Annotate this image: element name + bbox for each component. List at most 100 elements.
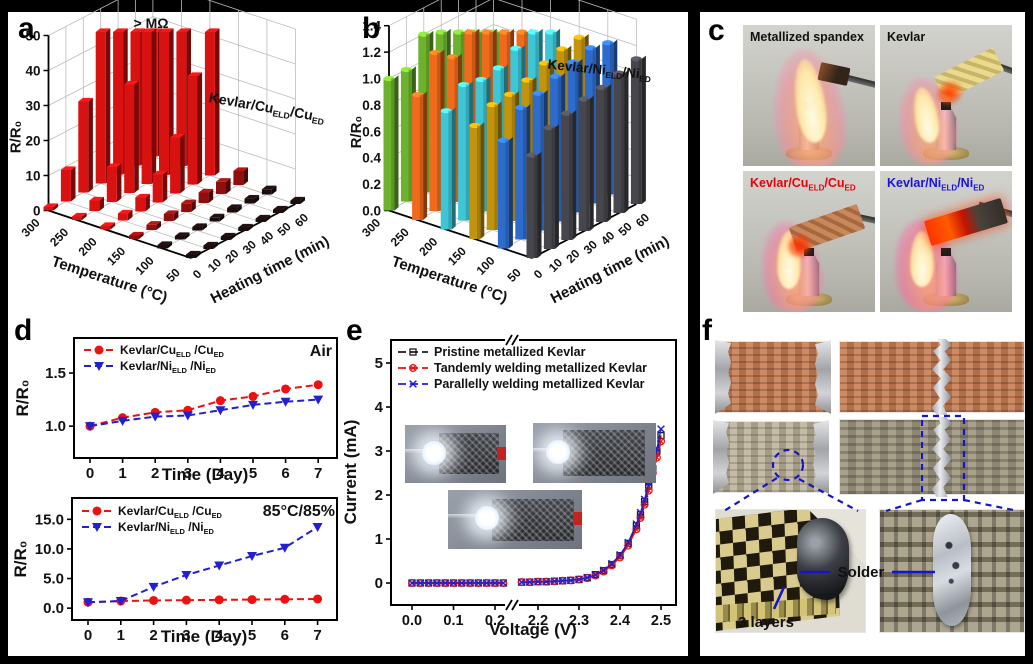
- svg-text:10: 10: [546, 255, 566, 275]
- y-axis-title: R/R₀: [11, 541, 30, 578]
- panel-f-annotations: Solder 3 layers: [723, 414, 1019, 631]
- svg-text:2: 2: [149, 627, 157, 644]
- panel-letter-e: e: [346, 314, 363, 347]
- panel-flame-tests: Metallized spandex Kevlar Kevl: [700, 12, 1025, 312]
- z-ticks: 0 10 20 30 40 50: [25, 29, 49, 219]
- condition-label: 85°C/85%: [263, 503, 335, 520]
- svg-text:0.2: 0.2: [362, 177, 381, 192]
- svg-text:150: 150: [445, 244, 469, 268]
- panel-welding-photos: Solder 3 layers: [700, 314, 1025, 656]
- x-axis-title: Time (Day): [162, 465, 249, 484]
- solder-end: [815, 340, 831, 414]
- svg-text:Kevlar/NiELD /NiED: Kevlar/NiELD /NiED: [118, 520, 215, 536]
- svg-text:0.6: 0.6: [362, 124, 381, 139]
- svg-text:200: 200: [416, 234, 440, 258]
- svg-text:Kevlar/CuELD /CuED: Kevlar/CuELD /CuED: [118, 504, 223, 520]
- svg-text:30: 30: [581, 237, 601, 257]
- svg-text:50: 50: [615, 219, 635, 239]
- svg-text:Pristine metallized Kevlar: Pristine metallized Kevlar: [434, 345, 586, 359]
- svg-text:5: 5: [375, 355, 383, 372]
- svg-text:3: 3: [184, 465, 192, 482]
- z-axis-title: R/R₀: [348, 116, 365, 149]
- svg-text:4: 4: [215, 627, 224, 644]
- svg-text:0.8: 0.8: [362, 98, 381, 113]
- svg-text:15.0: 15.0: [35, 511, 64, 528]
- burner-tip: [941, 102, 951, 110]
- svg-text:10: 10: [25, 169, 40, 184]
- svg-text:2.5: 2.5: [651, 613, 671, 629]
- chart-iv-curve: 0.0 0.1 0.2 2.2 2.3 2.4 2.5 0 1 2 3 4 5 Pristine meta…: [341, 334, 677, 639]
- svg-text:0.2: 0.2: [485, 613, 505, 629]
- photo-flame-kevlar: Kevlar: [880, 25, 1012, 166]
- annotation-leaders: [772, 570, 935, 610]
- svg-text:0: 0: [33, 204, 41, 219]
- svg-text:1: 1: [118, 465, 126, 482]
- photo-zoom-solder-seam: [880, 510, 1024, 632]
- burner-tip: [941, 248, 951, 256]
- svg-text:0: 0: [531, 267, 546, 282]
- svg-text:60: 60: [633, 210, 653, 230]
- dashed-callouts: [723, 414, 1019, 513]
- svg-text:5: 5: [248, 627, 256, 644]
- subchart-d_85: 0 1 2 3 4 5 6 7 0.0 5.0 10.0 15.0 Kevlar/CuELD /CuED…: [11, 497, 338, 646]
- svg-text:40: 40: [257, 228, 277, 248]
- svg-text:4: 4: [375, 399, 384, 416]
- svg-text:20: 20: [563, 246, 583, 266]
- panel-letter-b: b: [362, 12, 381, 45]
- photo-label: Kevlar: [887, 30, 926, 44]
- svg-text:250: 250: [388, 225, 412, 249]
- svg-text:250: 250: [47, 225, 71, 249]
- svg-text:50: 50: [504, 265, 524, 285]
- svg-text:40: 40: [598, 228, 618, 248]
- svg-text:0.0: 0.0: [362, 204, 381, 219]
- photo-flame-kevlar-cu: Kevlar/CuELD/CuED: [743, 171, 875, 312]
- solder-end: [715, 340, 731, 414]
- photo-flame-metallized-spandex: Metallized spandex: [743, 25, 875, 166]
- photo-copper-fabric-welded-joint: [840, 339, 1024, 415]
- svg-text:1: 1: [375, 531, 383, 548]
- bars-3d: [43, 28, 305, 258]
- svg-text:2.2: 2.2: [528, 613, 548, 629]
- svg-text:7: 7: [313, 627, 321, 644]
- svg-text:4: 4: [216, 465, 225, 482]
- svg-text:200: 200: [76, 234, 100, 258]
- svg-text:5.0: 5.0: [43, 571, 64, 588]
- panel-letter-a: a: [18, 12, 35, 45]
- condition-label: Air: [310, 343, 332, 360]
- solder-label: Solder: [838, 564, 885, 581]
- svg-text:50: 50: [274, 219, 294, 239]
- svg-text:6: 6: [281, 465, 289, 482]
- svg-text:5: 5: [249, 465, 257, 482]
- svg-text:0: 0: [375, 575, 383, 592]
- svg-text:2: 2: [151, 465, 159, 482]
- svg-text:10.0: 10.0: [35, 541, 64, 558]
- svg-text:0.4: 0.4: [362, 151, 381, 166]
- svg-text:0: 0: [190, 267, 205, 282]
- svg-text:1.0: 1.0: [362, 72, 381, 87]
- solder-blob: [933, 514, 971, 626]
- iv-chart: 0.0 0.1 0.2 2.2 2.3 2.4 2.5 0 1 2 3 4 5 Pristine meta…: [341, 334, 677, 639]
- svg-text:300: 300: [359, 215, 383, 239]
- svg-text:150: 150: [104, 244, 128, 268]
- svg-text:60: 60: [292, 210, 312, 230]
- photo-zoom-fabric-corner: [716, 510, 865, 632]
- svg-text:3: 3: [182, 627, 190, 644]
- svg-text:50: 50: [25, 29, 40, 44]
- subchart-d_air: 0 1 2 3 4 5 6 7 1.0 1.5 Kevlar/CuELD /CuEDKevlar/N…: [13, 337, 338, 484]
- svg-text:20: 20: [222, 246, 242, 266]
- svg-text:2.3: 2.3: [569, 613, 589, 629]
- x-axis-title: Time (Day): [161, 627, 248, 646]
- svg-text:Kevlar/NiELD /NiED: Kevlar/NiELD /NiED: [120, 359, 217, 375]
- fabric-sample: [933, 47, 1005, 101]
- svg-text:2.4: 2.4: [610, 613, 630, 629]
- svg-text:100: 100: [474, 253, 498, 277]
- x-axis-title: Voltage (V): [489, 620, 577, 639]
- photo-copper-fabric-soldered-ends: [715, 340, 831, 414]
- svg-text:2: 2: [375, 487, 383, 504]
- photo-nickel-fabric-soldered-ends: [713, 420, 829, 494]
- photo-label: Kevlar/CuELD/CuED: [750, 176, 856, 193]
